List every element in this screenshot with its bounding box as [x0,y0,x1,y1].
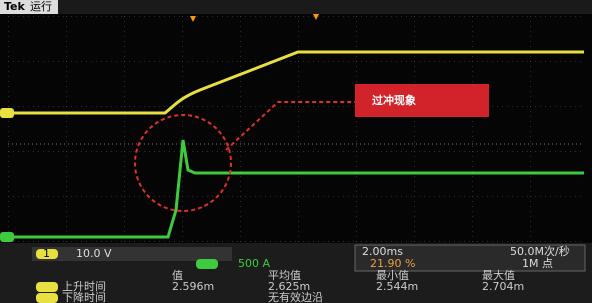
page: Tek 运行 过冲现象 1 10.0 V 500 A 2.00ms 21.90 … [0,0,592,303]
ch2-badge [196,259,218,269]
sample-rate: 50.0M次/秒 [510,244,570,258]
run-status: 运行 [30,0,52,13]
brand: Tek [4,0,26,13]
callout-label: 过冲现象 [372,93,416,107]
ch1-number: 1 [43,247,50,260]
oscilloscope-screen: Tek 运行 过冲现象 1 10.0 V 500 A 2.00ms 21.90 … [0,0,592,303]
ch1-scale: 10.0 V [76,247,112,260]
row-badge [36,293,58,303]
graticule [8,16,584,242]
ch2-marker [0,232,14,242]
measure-value: 无有效边沿 [268,290,323,303]
ch1-marker [0,108,14,118]
measure-value: 2.544m [376,280,418,293]
ch2-scale: 500 A [238,257,270,270]
top-bar [0,0,592,14]
channel-box [32,247,232,261]
measure-value: 2.704m [482,280,524,293]
measure-name: 下降时间 [62,290,106,303]
record-length: 1M 点 [522,257,553,270]
row-badge [36,282,58,292]
measure-value: 2.596m [172,280,214,293]
